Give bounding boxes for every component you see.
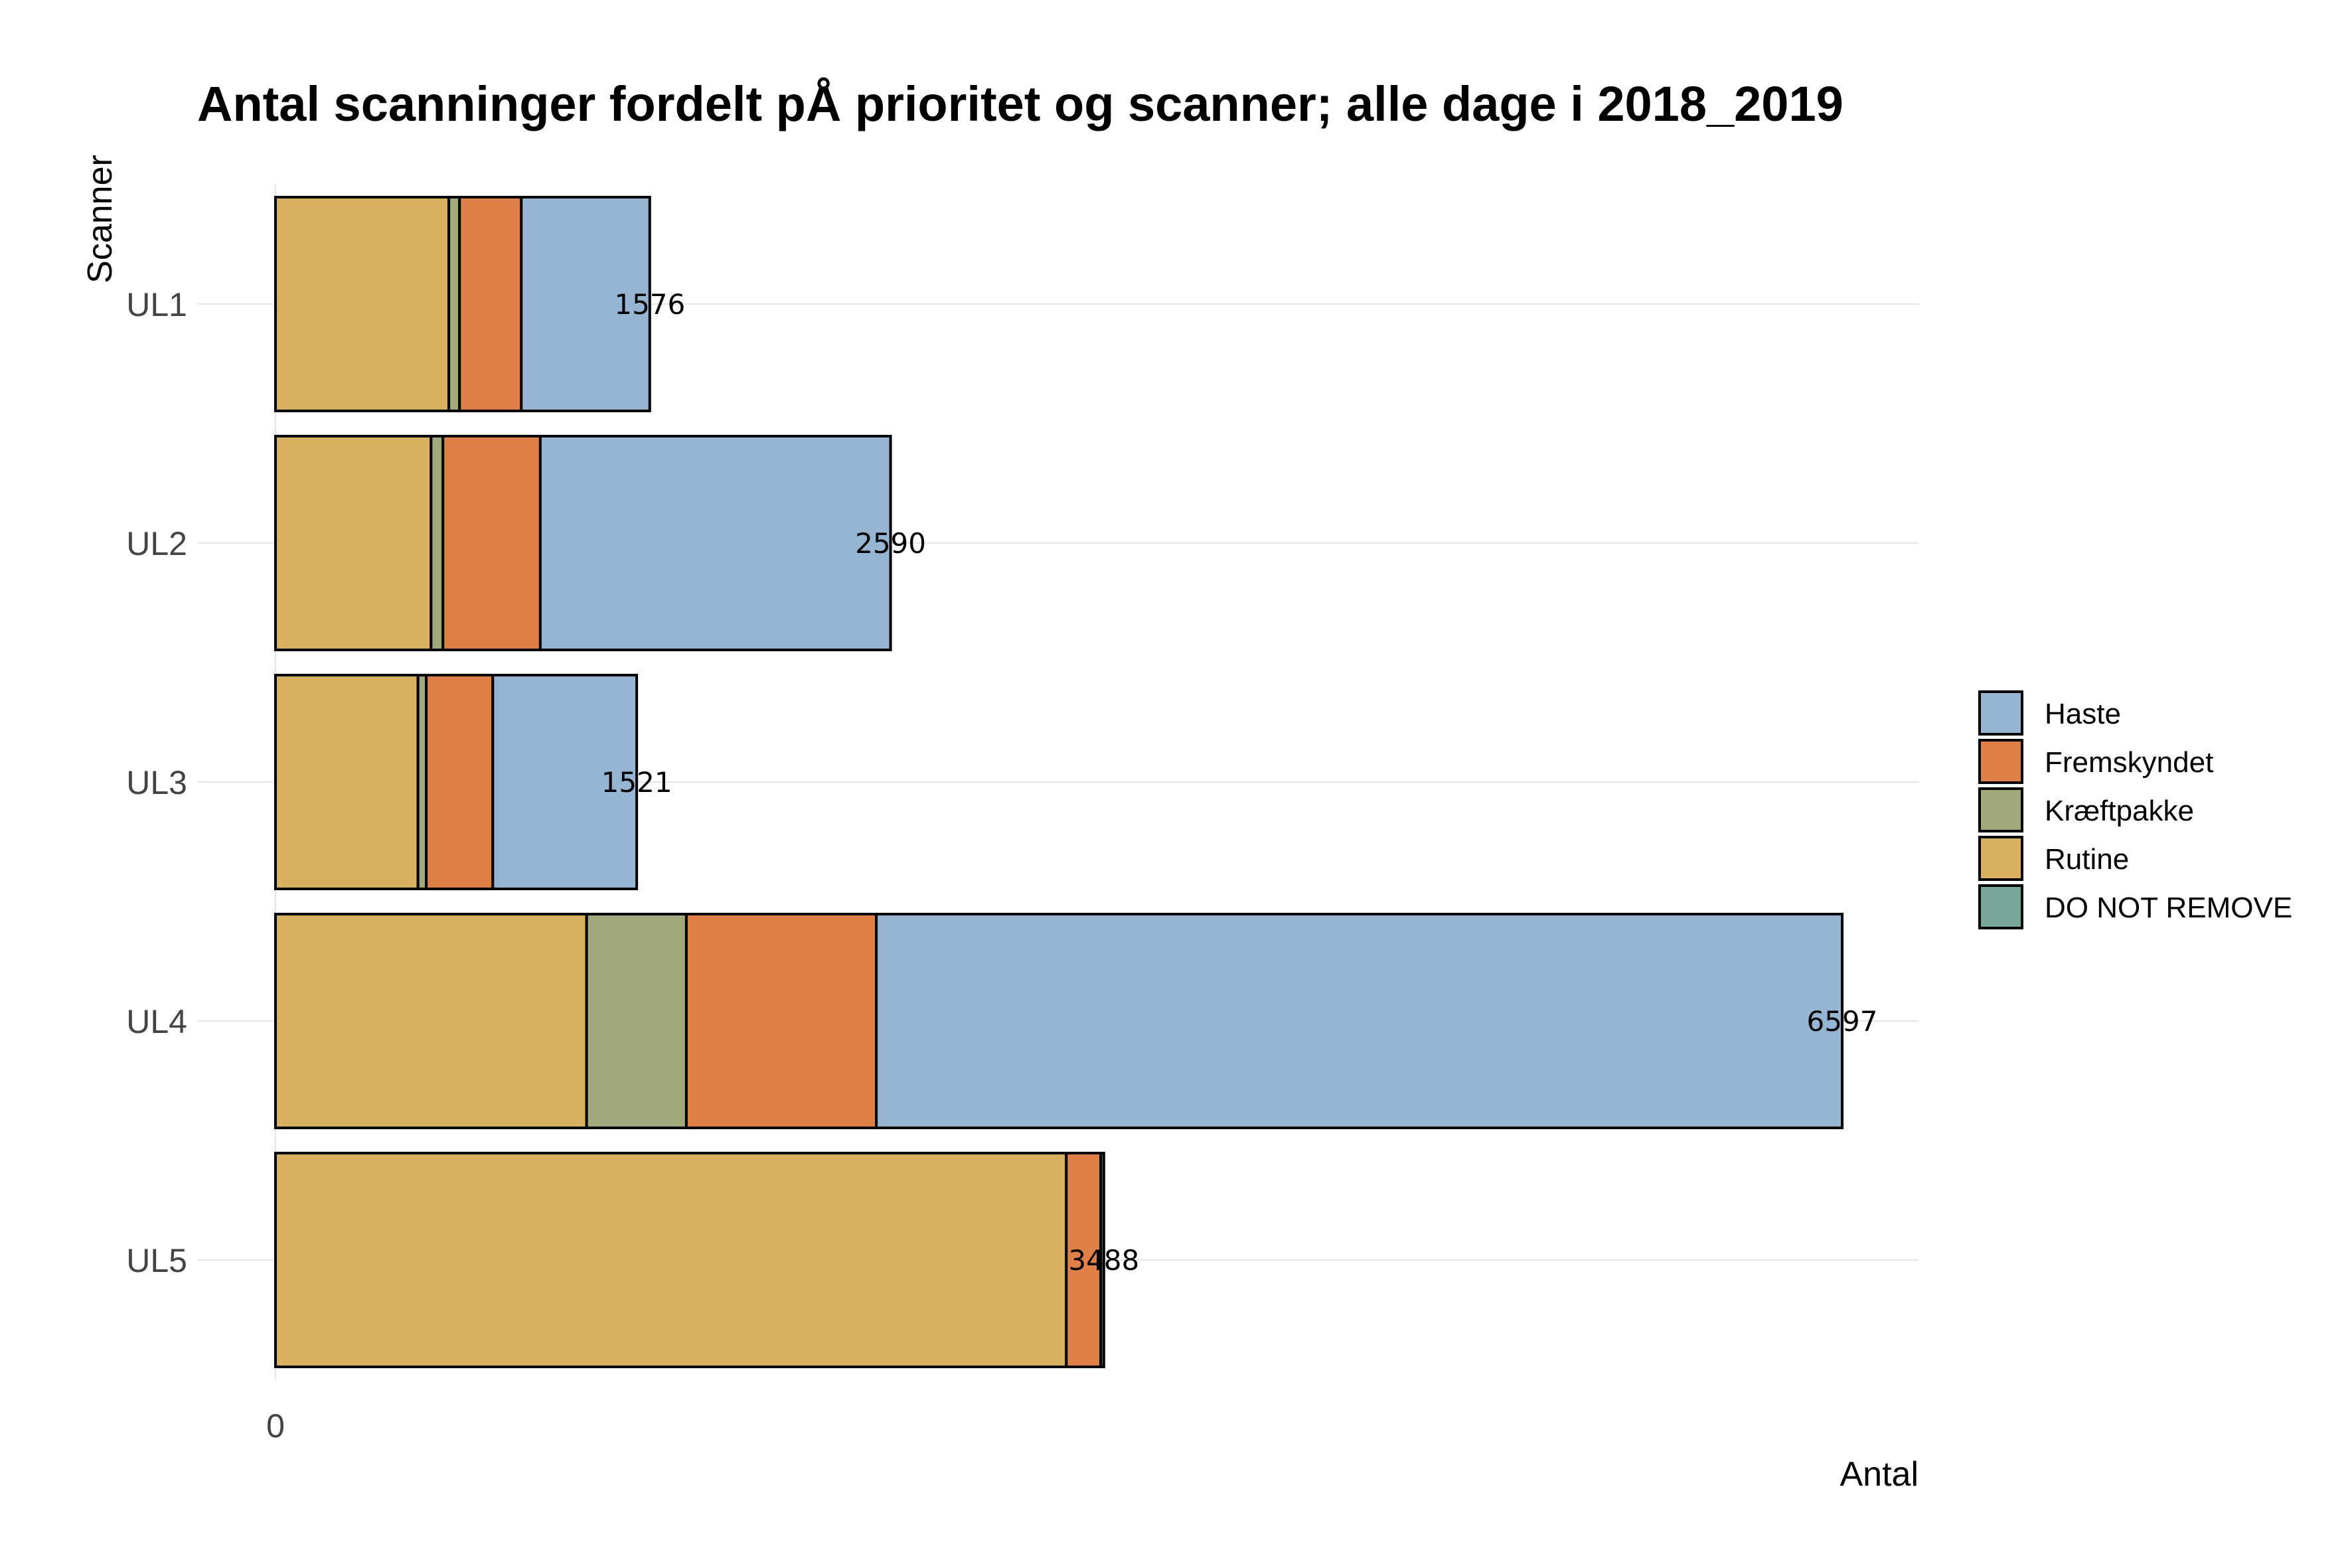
bar-UL5-rutine xyxy=(274,1152,1068,1368)
bar-UL2-fremskyndet xyxy=(441,435,542,651)
legend-key-rutine xyxy=(1978,836,2023,881)
bar-UL3-fremskyndet xyxy=(425,674,495,890)
value-labels: 1576 2590 1521 6597 3488 xyxy=(601,288,1878,1277)
chart-title: Antal scanninger fordelt pÅ prioritet og… xyxy=(197,76,1843,131)
bar-UL1-rutine xyxy=(274,196,451,412)
legend: Haste Fremskyndet Kræftpakke Rutine DO NOT R… xyxy=(1978,690,2292,929)
bar-UL3-haste xyxy=(491,674,639,890)
y-tick-UL4: UL4 xyxy=(126,1003,187,1040)
y-tick-UL1: UL1 xyxy=(126,286,187,323)
total-label-UL4: 6597 xyxy=(1807,1005,1878,1038)
total-label-UL3: 1521 xyxy=(601,766,672,799)
bar-UL4-haste xyxy=(875,913,1843,1129)
total-label-UL5: 3488 xyxy=(1068,1244,1139,1277)
x-axis-ticks: 0 xyxy=(266,1407,285,1445)
legend-key-haste xyxy=(1978,690,2023,736)
legend-label-haste: Haste xyxy=(2045,698,2121,730)
y-tick-UL3: UL3 xyxy=(126,764,187,801)
bar-UL2-haste xyxy=(538,435,892,651)
legend-label-rutine: Rutine xyxy=(2045,843,2129,876)
bar-UL2-kræftpakke xyxy=(430,435,445,651)
bar-UL5-do-not-remove xyxy=(1099,1152,1105,1368)
y-axis-title: Scanner xyxy=(81,155,119,283)
y-tick-UL2: UL2 xyxy=(126,525,187,562)
legend-key-kræftpakke xyxy=(1978,787,2023,832)
legend-label-do-not-remove: DO NOT REMOVE xyxy=(2045,892,2292,924)
x-axis-title: Antal xyxy=(1840,1455,1919,1494)
bar-UL1-fremskyndet xyxy=(458,196,523,412)
total-label-UL2: 2590 xyxy=(855,527,926,560)
bar-UL3-rutine xyxy=(274,674,420,890)
bar-UL4-kræftpakke xyxy=(585,913,688,1129)
legend-label-fremskyndet: Fremskyndet xyxy=(2045,746,2213,779)
bar-UL1-kræftpakke xyxy=(447,196,461,412)
y-tick-UL5: UL5 xyxy=(126,1242,187,1279)
x-tick-0: 0 xyxy=(266,1407,285,1445)
legend-key-do-not-remove xyxy=(1978,884,2023,929)
legend-key-fremskyndet xyxy=(1978,739,2023,784)
bar-UL4-fremskyndet xyxy=(684,913,878,1129)
total-label-UL1: 1576 xyxy=(614,288,685,321)
bar-UL1-haste xyxy=(520,196,651,412)
bar-UL4-rutine xyxy=(274,913,588,1129)
y-axis-ticks: UL1 UL2 UL3 UL4 UL5 xyxy=(126,286,187,1279)
bars xyxy=(274,196,1843,1368)
bar-UL2-rutine xyxy=(274,435,433,651)
legend-label-kræftpakke: Kræftpakke xyxy=(2045,795,2194,827)
